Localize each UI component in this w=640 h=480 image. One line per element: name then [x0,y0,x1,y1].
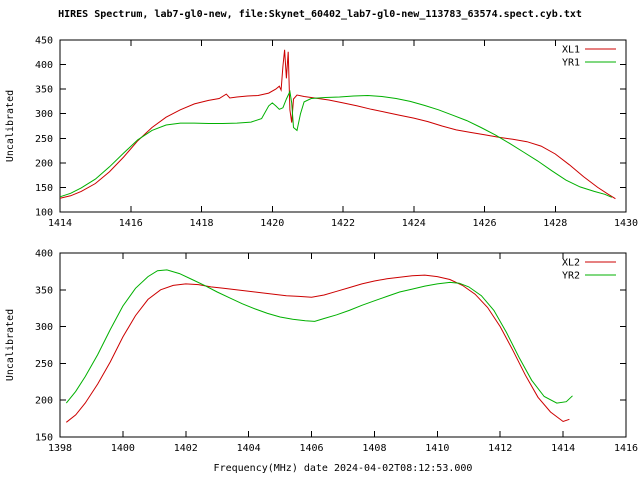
x-tick-label: 1422 [331,218,355,229]
y-tick-label: 250 [35,134,53,145]
x-tick-label: 1414 [48,218,72,229]
legend-label-YR2: YR2 [562,271,580,282]
x-tick-label: 1430 [614,218,638,229]
top-spectrum-svg: 1414 1416 1418 1420 1422 1424 1426 1428 1430 100 1… [5,36,638,230]
x-tick-label: 1420 [260,218,284,229]
series-line-XL1 [59,49,616,200]
x-tick-label: 1410 [425,443,449,454]
x-tick-label: 1428 [543,218,567,229]
x-tick-label: 1412 [488,443,512,454]
x-tick-label: 1400 [111,443,135,454]
x-tick-label: 1416 [119,218,143,229]
x-tick-label: 1414 [551,443,575,454]
x-tick-label: 1426 [472,218,496,229]
x-tick-label: 1424 [402,218,426,229]
legend-label-XL1: XL1 [562,45,580,56]
series-line-XL2 [65,274,570,423]
y-tick-label: 450 [35,36,53,47]
y-tick-label: 200 [35,396,53,407]
y-tick-label: 100 [35,208,53,219]
legend-label-YR1: YR1 [562,58,580,69]
x-tick-label: 1408 [362,443,386,454]
plot-frame [59,252,627,438]
x-tick-label: 1416 [614,443,638,454]
series-line-YR2 [65,269,573,404]
x-tick-label: 1406 [300,443,324,454]
y-tick-label: 300 [35,322,53,333]
y-tick-label: 150 [35,183,53,194]
x-tick-label: 1418 [189,218,213,229]
series-line-YR1 [59,89,612,198]
x-tick-label: 1398 [48,443,72,454]
plot-frame [59,39,627,213]
top-spectrum-chart: 1414 1416 1418 1420 1422 1424 1426 1428 1430 100 1… [0,28,640,240]
y-axis-label: Uncalibrated [5,309,16,381]
plot-title: HIRES Spectrum, lab7-gl0-new, file:Skyne… [58,9,582,20]
legend-label-XL2: XL2 [562,258,580,269]
y-axis-label: Uncalibrated [5,90,16,162]
y-tick-label: 200 [35,158,53,169]
y-tick-label: 400 [35,60,53,71]
y-tick-label: 150 [35,433,53,444]
x-axis-label: Frequency(MHz) date 2024-04-02T08:12:53.… [214,463,473,474]
bottom-spectrum-chart: 1398 1400 1402 1404 1406 1408 1410 1412 1414 1416… [0,240,640,480]
y-tick-label: 350 [35,285,53,296]
x-tick-label: 1402 [174,443,198,454]
y-tick-label: 250 [35,359,53,370]
x-tick-label: 1404 [237,443,261,454]
y-tick-label: 300 [35,109,53,120]
bottom-spectrum-svg: 1398 1400 1402 1404 1406 1408 1410 1412 1414 1416… [5,249,638,475]
y-tick-label: 400 [35,249,53,260]
y-tick-label: 350 [35,85,53,96]
